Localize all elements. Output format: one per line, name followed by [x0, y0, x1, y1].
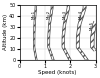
- Text: M=1: M=1: [31, 10, 35, 19]
- Text: M=3: M=3: [62, 10, 67, 19]
- Text: M=2: M=2: [47, 10, 51, 19]
- Text: M=4: M=4: [78, 10, 82, 19]
- X-axis label: Speed (knots): Speed (knots): [38, 70, 77, 75]
- Text: M=5: M=5: [90, 21, 94, 30]
- Y-axis label: Altitude (km): Altitude (km): [3, 14, 8, 50]
